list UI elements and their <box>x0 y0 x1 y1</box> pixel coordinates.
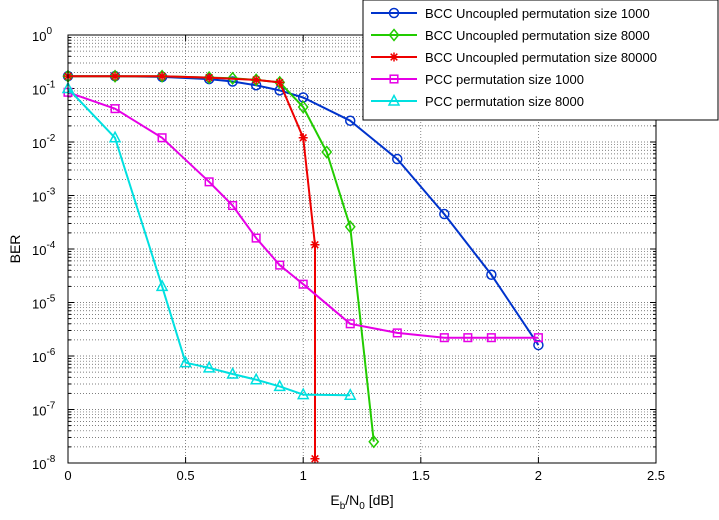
data-point <box>250 73 262 87</box>
x-tick-labels: 0 0.5 1 1.5 2 2.5 <box>64 468 665 483</box>
legend-label: BCC Uncoupled permutation size 80000 <box>425 50 657 65</box>
data-point <box>273 379 286 392</box>
data-point <box>155 279 169 292</box>
y-tick-label: 10-2 <box>32 133 56 151</box>
legend-marker <box>388 28 400 42</box>
data-point <box>310 240 320 250</box>
data-point <box>108 130 122 143</box>
data-point <box>204 177 214 187</box>
data-point <box>368 435 380 449</box>
data-point <box>392 328 402 338</box>
data-point <box>251 233 261 243</box>
data-point <box>296 387 310 400</box>
legend-item: PCC permutation size 8000 <box>371 93 584 109</box>
x-tick-label: 1 <box>300 468 307 483</box>
series-3 <box>63 71 320 464</box>
y-tick-labels: 100 10-1 10-2 10-3 10-4 10-5 10-6 10-7 10-8 <box>32 26 56 472</box>
data-point <box>275 260 285 270</box>
data-point <box>109 69 121 83</box>
x-tick-label: 1.5 <box>412 468 430 483</box>
legend-label: BCC Uncoupled permutation size 1000 <box>425 6 650 21</box>
data-point <box>298 279 308 289</box>
data-point <box>157 133 167 143</box>
y-tick-label: 10-1 <box>32 80 56 98</box>
data-point <box>204 73 214 83</box>
data-point <box>110 71 120 81</box>
y-tick-label: 100 <box>32 26 52 44</box>
data-point <box>344 115 356 126</box>
legend-label: PCC permutation size 8000 <box>425 94 584 109</box>
legend-label: PCC permutation size 1000 <box>425 72 584 87</box>
data-point <box>228 200 238 211</box>
data-point <box>297 100 309 114</box>
data-point <box>110 104 120 114</box>
legend-item: BCC Uncoupled permutation size 1000 <box>371 6 650 21</box>
data-point <box>203 70 215 85</box>
data-point <box>344 220 356 234</box>
data-point <box>486 333 496 343</box>
y-tick-label: 10-7 <box>32 401 56 419</box>
y-tick-label: 10-4 <box>32 240 56 258</box>
legend-box <box>362 0 719 121</box>
data-point <box>310 454 320 464</box>
data-point <box>463 333 473 343</box>
data-point <box>275 77 285 87</box>
data-point <box>321 145 333 159</box>
data-point <box>345 319 355 329</box>
data-point <box>157 71 167 81</box>
y-tick-label: 10-8 <box>32 454 56 472</box>
x-axis-label: Eb/N0 [dB] <box>330 492 393 512</box>
legend-label: BCC Uncoupled permutation size 8000 <box>425 28 650 43</box>
series-line <box>67 87 351 397</box>
x-tick-label: 0 <box>64 468 71 483</box>
legend-marker <box>389 52 399 62</box>
y-tick-label: 10-5 <box>32 294 56 312</box>
data-point <box>227 76 238 87</box>
data-point <box>227 71 239 86</box>
x-tick-label: 2.5 <box>647 468 665 483</box>
data-point <box>274 75 286 90</box>
y-axis-label: BER <box>7 235 23 264</box>
y-tick-label: 10-6 <box>32 347 56 365</box>
data-point <box>251 75 261 85</box>
legend-item: BCC Uncoupled permutation size 80000 <box>371 50 657 65</box>
data-point <box>392 153 403 165</box>
legend-marker <box>389 74 399 84</box>
legend-marker <box>387 93 401 106</box>
legend-item: PCC permutation size 1000 <box>371 72 584 87</box>
data-point <box>179 355 192 368</box>
data-point <box>202 360 216 373</box>
data-point <box>533 339 544 351</box>
x-tick-label: 2 <box>535 468 542 483</box>
y-tick-label: 10-3 <box>32 187 56 205</box>
data-point <box>343 388 357 400</box>
data-point <box>249 372 263 385</box>
data-point <box>486 269 497 281</box>
legend-marker <box>388 7 400 19</box>
data-point <box>533 333 543 343</box>
legend-item: BCC Uncoupled permutation size 8000 <box>371 28 650 43</box>
data-point <box>156 69 168 83</box>
legend: BCC Uncoupled permutation size 1000 BCC U… <box>362 0 719 121</box>
data-point <box>298 133 308 143</box>
series-layer <box>61 69 544 464</box>
data-point <box>226 366 239 379</box>
plot-frame <box>67 34 657 464</box>
x-tick-label: 0.5 <box>177 468 195 483</box>
data-point <box>439 333 449 343</box>
data-point <box>439 208 450 220</box>
